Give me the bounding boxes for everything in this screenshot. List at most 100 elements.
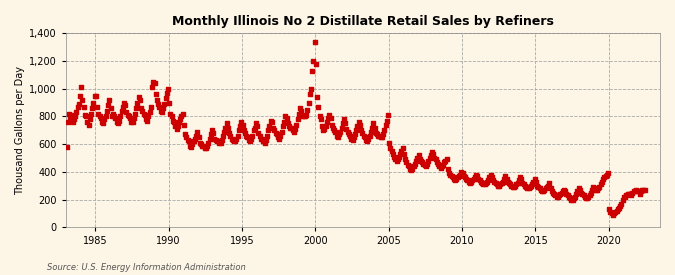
Point [339,117,350,121]
Point [414,157,425,161]
Point [265,118,276,123]
Point [556,190,567,195]
Point [261,138,271,142]
Point [566,197,576,202]
Point [128,116,139,120]
Point [437,163,448,167]
Point [608,213,618,217]
Point [386,149,397,153]
Point [360,138,371,142]
Point [313,104,324,109]
Point [601,172,612,177]
Point [424,156,435,160]
Point [226,136,237,141]
Point [627,190,638,195]
Point [217,134,228,138]
Point [637,188,648,192]
Point [94,114,105,119]
Point [404,164,414,169]
Point [528,179,539,184]
Point [357,131,368,135]
Point [390,157,401,161]
Point [303,100,314,105]
Point [534,186,545,191]
Point [190,136,200,141]
Point [511,182,522,186]
Point [298,114,309,119]
Point [491,182,502,186]
Point [604,207,615,211]
Point [419,163,430,167]
Point [197,143,208,148]
Point [362,139,373,144]
Point [323,116,333,120]
Point [433,161,443,166]
Point [544,181,555,185]
Point [551,194,562,199]
Point [559,188,570,192]
Point [81,114,92,119]
Point [585,193,595,197]
Point [611,208,622,213]
Point [312,95,323,99]
Point [473,177,484,181]
Point [84,117,95,121]
Point [430,157,441,161]
Point [412,156,423,160]
Point [71,110,82,114]
Point [327,123,338,127]
Point [134,98,145,102]
Point [597,179,608,184]
Point [340,121,350,126]
Point [410,161,421,166]
Point [628,189,639,193]
Point [614,206,624,210]
Point [502,179,513,184]
Point [321,120,332,124]
Point [482,179,493,184]
Point [457,171,468,175]
Point [418,161,429,166]
Point [583,194,594,199]
Point [133,95,144,99]
Point [606,211,617,216]
Point [520,185,531,189]
Point [193,135,204,139]
Point [624,192,634,196]
Point [273,135,284,139]
Point [384,141,395,145]
Point [92,104,103,109]
Point [600,174,611,178]
Point [148,79,159,84]
Point [568,196,579,200]
Point [263,128,273,133]
Point [448,175,458,180]
Point [467,178,478,182]
Point [639,188,650,192]
Point [309,39,320,44]
Point [124,114,134,119]
Point [481,181,491,185]
Point [508,185,519,189]
Point [83,123,94,127]
Point [236,120,247,124]
Point [307,68,318,73]
Point [547,189,558,193]
Point [194,141,205,145]
Point [294,106,305,110]
Point [230,139,241,144]
Point [196,142,207,146]
Point [379,128,389,133]
Point [304,92,315,97]
Point [363,136,374,141]
Point [529,177,540,181]
Point [121,110,132,114]
Point [213,139,223,144]
Point [149,81,160,86]
Point [87,106,98,110]
Point [455,172,466,177]
Point [187,142,198,146]
Point [524,185,535,189]
Point [460,175,470,180]
Point [490,181,501,185]
